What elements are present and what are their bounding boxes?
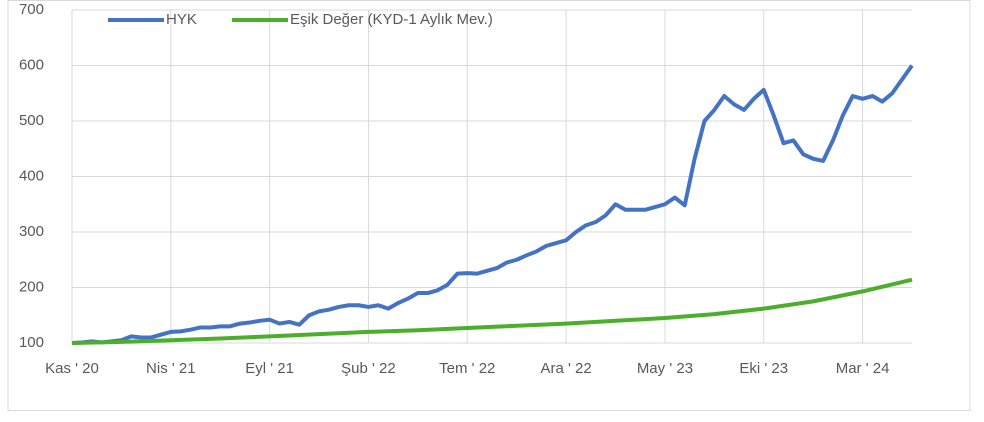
x-tick-label: May ' 23	[637, 360, 693, 377]
x-tick-label: Kas ' 20	[45, 360, 99, 377]
legend-label: Eşik Değer (KYD-1 Aylık Mev.)	[290, 11, 493, 28]
x-tick-label: Eki ' 23	[739, 360, 788, 377]
legend-label: HYK	[166, 11, 197, 28]
series-line	[71, 64, 914, 345]
y-tick-label: 100	[19, 334, 44, 351]
series-line	[71, 277, 913, 345]
x-tick-label: Eyl ' 21	[245, 360, 294, 377]
x-tick-label: Ara ' 22	[541, 360, 592, 377]
y-tick-label: 500	[19, 112, 44, 129]
y-tick-label: 300	[19, 223, 44, 240]
y-tick-label: 400	[19, 167, 44, 184]
x-tick-label: Şub ' 22	[341, 360, 396, 377]
y-tick-label: 700	[19, 1, 44, 18]
x-tick-label: Tem ' 22	[439, 360, 495, 377]
chart-frame	[7, 0, 971, 411]
y-tick-label: 200	[19, 278, 44, 295]
x-tick-label: Mar ' 24	[836, 360, 890, 377]
x-tick-label: Nis ' 21	[146, 360, 196, 377]
y-tick-label: 600	[19, 56, 44, 73]
